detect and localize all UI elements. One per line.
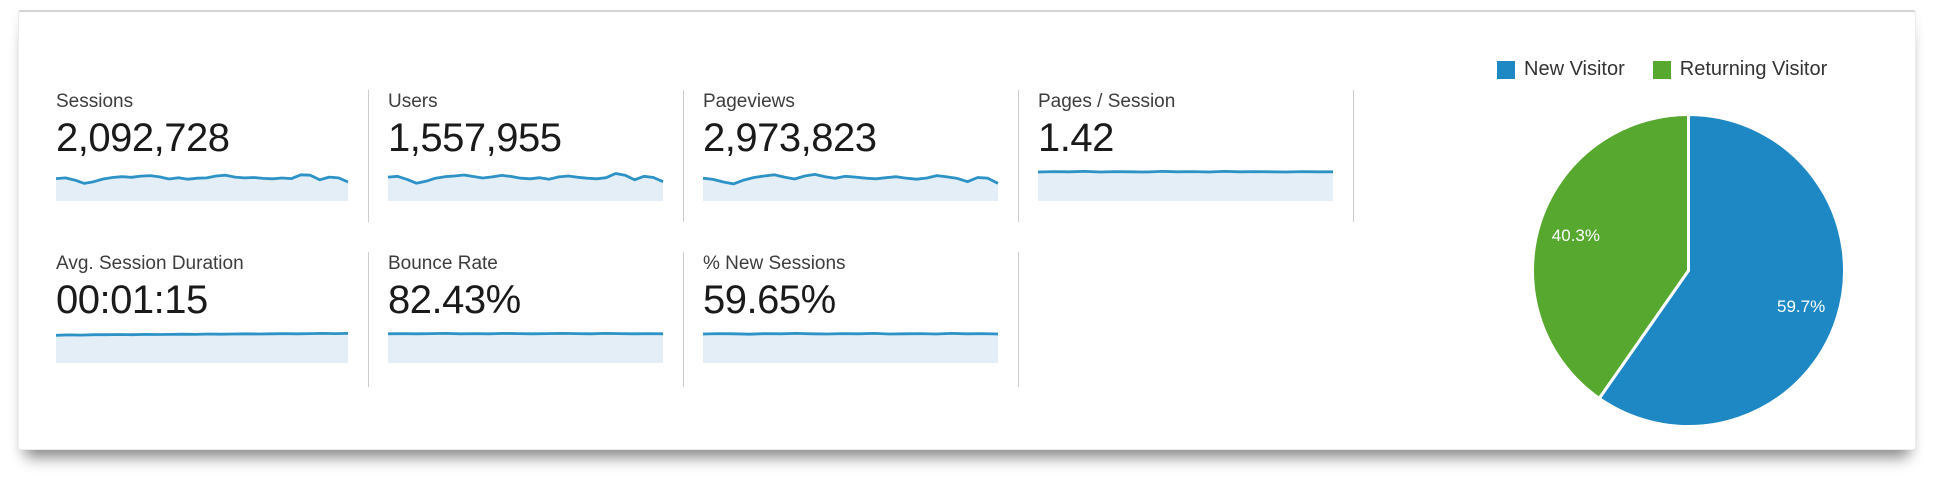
pie-slice-returning-visitor[interactable] [1531, 113, 1690, 400]
pie-slice-label: 40.3% [1552, 226, 1600, 245]
pie-slice-new-visitor[interactable] [1597, 113, 1846, 428]
metric-label: Pageviews [703, 91, 795, 112]
metric-sessions[interactable]: Sessions 2,092,728 [37, 90, 369, 222]
metric-bounce-rate[interactable]: Bounce Rate 82.43% [369, 252, 684, 387]
sparkline-sessions [55, 173, 349, 201]
metric-value: 1,557,955 [388, 116, 562, 160]
visitor-type-pie-chart: 59.7% 40.3% [1531, 113, 1846, 428]
metric-percent-new-sessions[interactable]: % New Sessions 59.65% [684, 252, 1019, 387]
metric-pages-per-session[interactable]: Pages / Session 1.42 [1019, 90, 1354, 222]
metric-label: Avg. Session Duration [56, 253, 244, 274]
legend-swatch-returning-visitor-icon [1652, 60, 1671, 79]
metric-value: 00:01:15 [56, 278, 208, 322]
sparkline-avg-session-duration [55, 332, 349, 363]
metric-value: 59.65% [703, 278, 836, 322]
analytics-overview-card: Sessions 2,092,728 Users 1,557,955 Pagev… [18, 10, 1916, 450]
pie-slice-label: 59.7% [1777, 297, 1825, 316]
sparkline-bounce-rate [387, 332, 664, 363]
legend-swatch-new-visitor-icon [1497, 60, 1515, 79]
legend-label: Returning Visitor [1679, 58, 1828, 80]
legend-item-returning-visitor: Returning Visitor [1652, 58, 1828, 81]
metric-value: 2,973,823 [703, 116, 877, 160]
metric-label: Users [388, 91, 438, 112]
metric-value: 82.43% [388, 278, 521, 322]
metric-users[interactable]: Users 1,557,955 [369, 90, 684, 222]
sparkline-pages-per-session [1037, 170, 1333, 201]
sparkline-percent-new-sessions [702, 332, 999, 363]
legend-label: New Visitor [1524, 58, 1625, 80]
metric-pageviews[interactable]: Pageviews 2,973,823 [684, 90, 1019, 222]
metric-label: Bounce Rate [388, 253, 498, 274]
sparkline-users [387, 172, 664, 201]
metric-avg-session-duration[interactable]: Avg. Session Duration 00:01:15 [37, 252, 369, 387]
metric-label: Pages / Session [1038, 91, 1176, 112]
metric-label: Sessions [56, 91, 134, 112]
sparkline-pageviews [702, 173, 999, 201]
metric-value: 1.42 [1038, 116, 1114, 160]
metric-value: 2,092,728 [56, 116, 230, 160]
metric-label: % New Sessions [703, 253, 846, 274]
pie-legend: New Visitor Returning Visitor [1497, 58, 1827, 81]
legend-item-new-visitor: New Visitor [1497, 58, 1625, 81]
